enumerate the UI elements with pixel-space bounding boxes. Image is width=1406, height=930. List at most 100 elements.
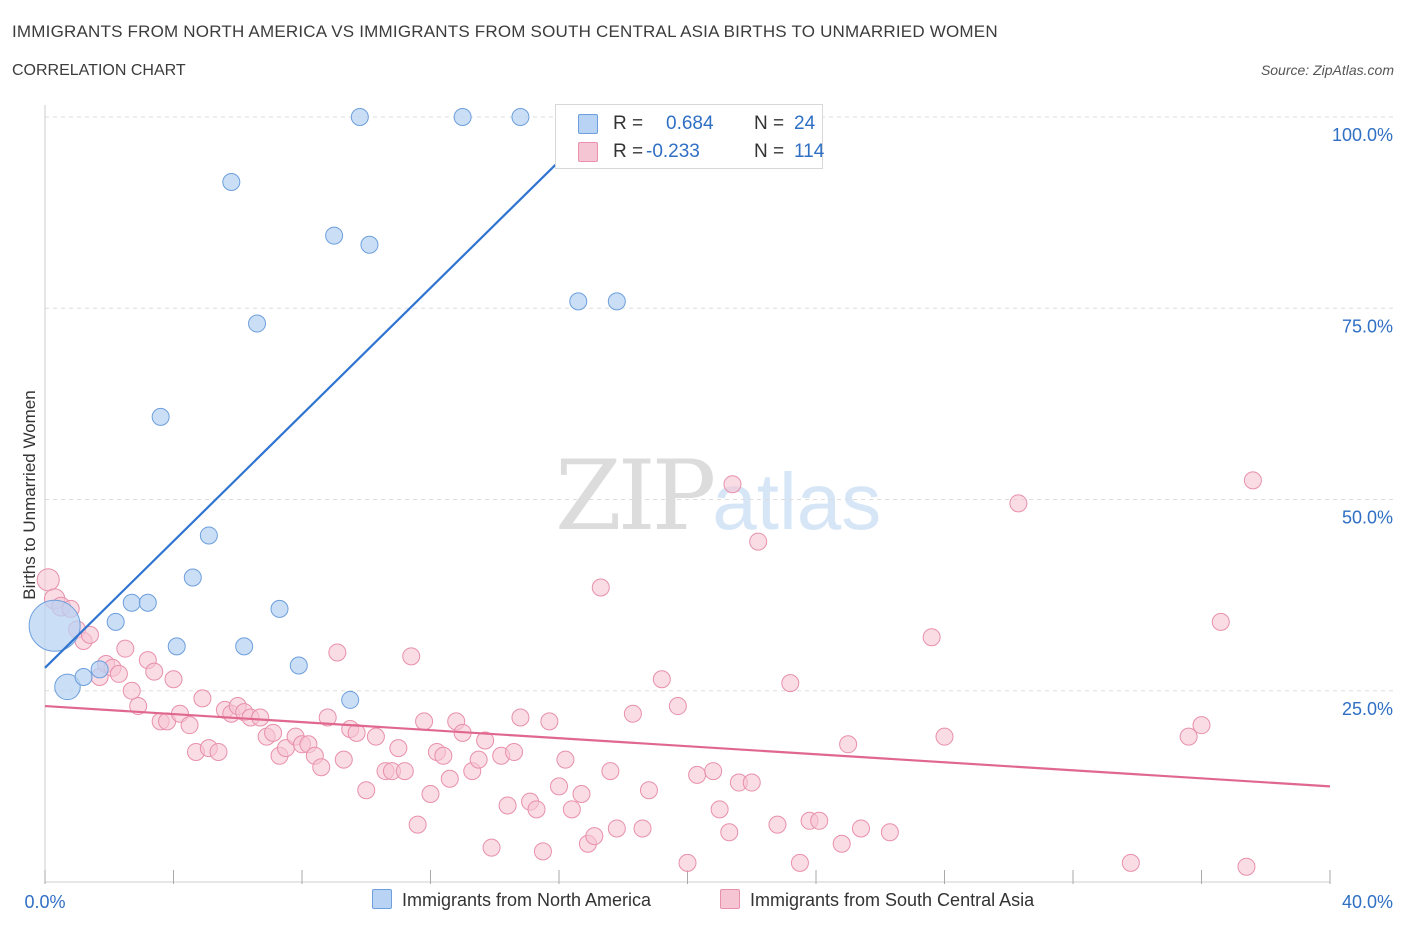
south-central-asia-point [1121, 853, 1140, 872]
south-central-asia-point [347, 723, 366, 742]
south-central-asia-point [832, 834, 851, 853]
south-central-asia-point [1211, 612, 1230, 631]
north-america-point [569, 292, 588, 311]
south-central-asia-point [720, 823, 739, 842]
series-north-america-points [28, 108, 626, 709]
south-central-asia-point [556, 750, 575, 769]
north-america-point [28, 599, 81, 652]
south-central-asia-point [402, 647, 421, 666]
north-america-point [511, 108, 530, 126]
source-label: Source: ZipAtlas.com [1260, 62, 1394, 78]
south-central-asia-point [415, 712, 434, 731]
south-central-asia-point [328, 643, 347, 662]
legend-swatch-pink [720, 889, 740, 909]
north-america-point [74, 667, 93, 686]
south-central-asia-point [1009, 494, 1028, 513]
south-central-asia-point [395, 762, 414, 781]
correlation-legend: R = 0.684 N = 24 R = -0.233 N = 114 [555, 104, 825, 169]
south-central-asia-point [723, 475, 742, 494]
north-america-point [607, 292, 626, 311]
south-central-asia-point [116, 639, 135, 658]
legend-swatch-blue [578, 114, 598, 134]
south-central-asia-point [421, 785, 440, 804]
north-america-point [138, 593, 157, 612]
legend-label: Immigrants from South Central Asia [750, 890, 1035, 910]
north-america-point [289, 656, 308, 675]
north-america-point [90, 660, 109, 679]
north-america-point [325, 226, 344, 245]
south-central-asia-point [742, 773, 761, 792]
south-central-asia-point [668, 697, 687, 716]
north-america-point [183, 568, 202, 587]
y-tick-label: 25.0% [1342, 699, 1393, 719]
south-central-asia-point [389, 739, 408, 758]
south-central-asia-point [781, 674, 800, 693]
south-central-asia-point [334, 750, 353, 769]
south-central-asia-point [209, 742, 228, 761]
south-central-asia-point [357, 781, 376, 800]
x-tick-label: 40.0% [1342, 892, 1393, 912]
south-central-asia-point [585, 827, 604, 846]
north-america-point [199, 526, 218, 545]
south-central-asia-point [511, 708, 530, 727]
north-america-point [122, 593, 141, 612]
north-america-point [248, 314, 267, 333]
south-central-asia-point [540, 712, 559, 731]
north-america-point [341, 690, 360, 709]
legend-r-value: 0.684 [666, 113, 714, 134]
south-central-asia-point [145, 662, 164, 681]
south-central-asia-point [164, 670, 183, 689]
south-central-asia-point [572, 785, 591, 804]
south-central-asia-point [408, 815, 427, 834]
south-central-asia-point [193, 689, 212, 708]
south-central-asia-point [434, 746, 453, 765]
south-central-asia-point [533, 842, 552, 861]
legend-label: Immigrants from North America [402, 890, 652, 910]
north-america-point [453, 108, 472, 126]
north-america-point [54, 673, 81, 701]
south-central-asia-point [129, 697, 148, 716]
south-central-asia-point [1243, 471, 1262, 490]
trend-lines [44, 116, 1331, 788]
south-central-asia-point [498, 796, 517, 815]
bottom-legend-north-america: Immigrants from North America [372, 889, 651, 911]
north-america-point [222, 173, 241, 192]
south-central-asia-point [527, 800, 546, 819]
south-central-asia-point [1179, 727, 1198, 746]
grid-lines [45, 116, 1395, 692]
north-america-point [350, 108, 369, 126]
north-america-trend-line [44, 116, 605, 669]
south-central-asia-point [1237, 857, 1256, 876]
y-tick-label: 100.0% [1332, 125, 1393, 145]
chart-title: IMMIGRANTS FROM NORTH AMERICA VS IMMIGRA… [12, 22, 998, 41]
legend-n-value: 114 [794, 141, 825, 162]
south-central-asia-point [633, 819, 652, 838]
south-central-asia-point [251, 708, 270, 727]
south-central-asia-point [607, 819, 626, 838]
south-central-asia-point [109, 664, 128, 683]
south-central-asia-point [710, 800, 729, 819]
south-central-asia-point [749, 532, 768, 551]
north-america-point [360, 235, 379, 254]
south-central-asia-point [839, 735, 858, 754]
south-central-asia-point [80, 625, 99, 644]
south-central-asia-point [678, 853, 697, 872]
north-america-point [151, 407, 170, 426]
y-tick-label: 50.0% [1342, 508, 1393, 528]
south-central-asia-trend-line [44, 704, 1331, 788]
tick-labels: 25.0% 50.0% 75.0% 100.0% 0.0% 40.0% [24, 125, 1393, 912]
south-central-asia-point [318, 708, 337, 727]
south-central-asia-point [312, 758, 331, 777]
south-central-asia-point [601, 762, 620, 781]
south-central-asia-point [851, 819, 870, 838]
south-central-asia-point [880, 823, 899, 842]
y-tick-label: 75.0% [1342, 316, 1393, 336]
north-america-point [270, 599, 289, 618]
south-central-asia-point [922, 628, 941, 647]
legend-r-value: -0.233 [646, 141, 700, 162]
legend-swatch-blue [372, 889, 392, 909]
south-central-asia-point [1192, 716, 1211, 735]
south-central-asia-point [704, 762, 723, 781]
north-america-point [167, 637, 186, 656]
